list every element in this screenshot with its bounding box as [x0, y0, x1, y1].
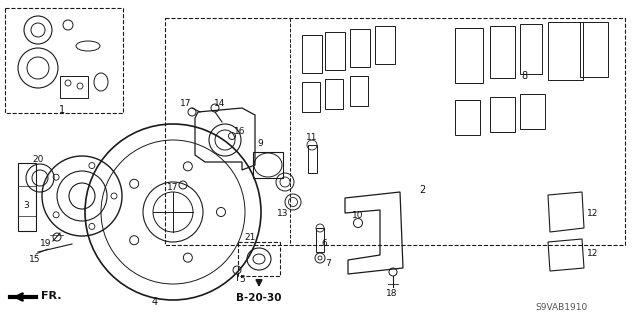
- Text: 18: 18: [387, 290, 397, 299]
- Text: 17: 17: [167, 183, 179, 192]
- Text: 2: 2: [419, 185, 425, 195]
- Text: 9: 9: [257, 138, 263, 147]
- Bar: [18, 163, 36, 231]
- Text: 16: 16: [234, 127, 246, 136]
- Text: 19: 19: [40, 239, 52, 248]
- Text: 11: 11: [307, 133, 317, 143]
- Text: S9VAB1910: S9VAB1910: [536, 303, 588, 313]
- Text: B-20-30: B-20-30: [236, 293, 282, 303]
- Text: 7: 7: [325, 259, 331, 269]
- Text: 8: 8: [521, 71, 527, 81]
- Text: 21: 21: [244, 234, 256, 242]
- Text: 6: 6: [321, 239, 327, 248]
- Text: 5: 5: [239, 276, 245, 285]
- Text: 3: 3: [23, 201, 29, 210]
- Text: 4: 4: [152, 297, 158, 307]
- Text: 15: 15: [29, 256, 41, 264]
- Bar: [316, 228, 324, 252]
- Text: 17: 17: [180, 100, 192, 108]
- Text: FR.: FR.: [41, 291, 61, 301]
- Bar: [308, 145, 317, 173]
- Text: 1: 1: [59, 105, 65, 115]
- Text: 13: 13: [277, 210, 289, 219]
- Text: 12: 12: [588, 249, 598, 257]
- Text: 14: 14: [214, 100, 226, 108]
- Text: 20: 20: [32, 155, 44, 165]
- Text: 12: 12: [588, 209, 598, 218]
- Bar: [253, 152, 283, 178]
- Text: 10: 10: [352, 211, 364, 219]
- Bar: [5, 8, 123, 113]
- Bar: [60, 76, 88, 98]
- Bar: [238, 242, 280, 276]
